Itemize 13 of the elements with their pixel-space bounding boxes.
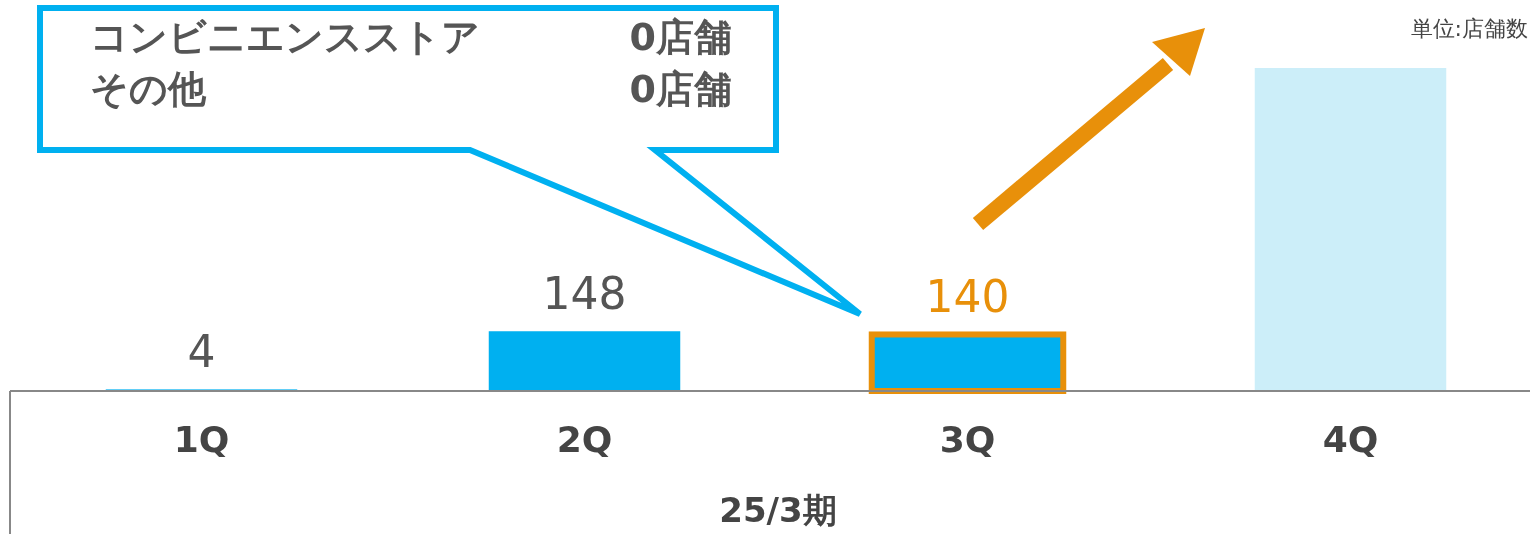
data-label: 4: [187, 326, 216, 378]
annotation: 0店舗: [629, 67, 732, 111]
x-axis-title: 25/3期: [719, 490, 837, 530]
text: コンビニエンスストア: [90, 15, 480, 59]
data-label: 148: [542, 268, 627, 320]
annotation: その他: [90, 67, 207, 111]
text: 0店舗: [629, 15, 732, 59]
x-tick-label: 3Q: [939, 419, 996, 460]
data-label: 140: [925, 271, 1010, 323]
x-tick-label: 1Q: [173, 419, 230, 460]
text: 単位:店舗数: [1410, 16, 1528, 41]
x-tick-label: 4Q: [1322, 419, 1379, 460]
x-tick-label: 2Q: [556, 419, 613, 460]
